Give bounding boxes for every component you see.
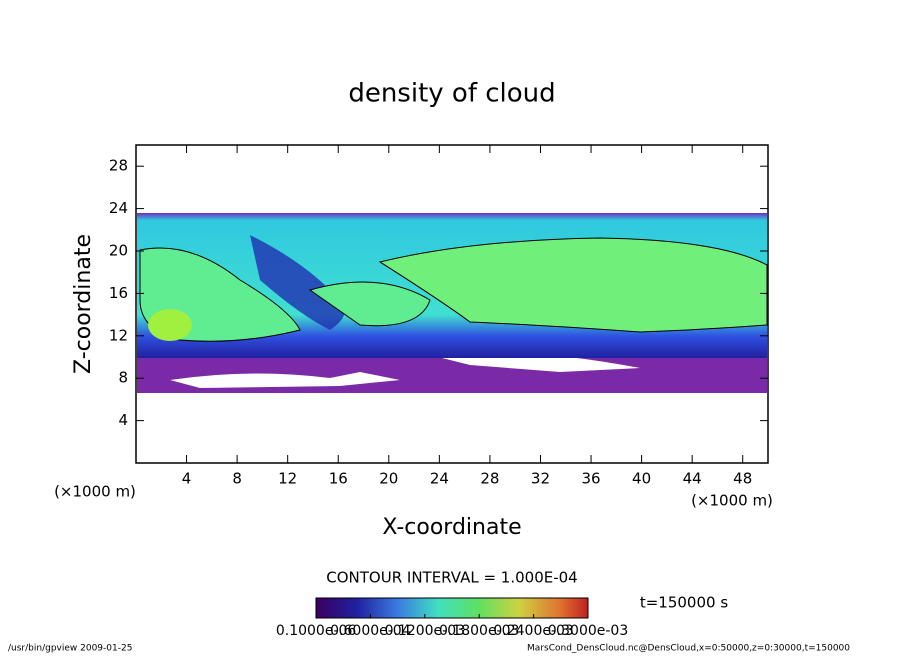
cloud-core <box>378 237 768 333</box>
y-axis-label: Z-coordinate <box>71 234 96 374</box>
colorbar-label: 0.1200e-03 <box>385 623 465 639</box>
x-unit: (×1000 m) <box>691 492 773 510</box>
x-tick-label: 40 <box>632 470 651 488</box>
colorbar-label: 0.3000e-03 <box>548 623 628 639</box>
footer-right: MarsCond_DensCloud.nc@DensCloud,x=0:5000… <box>527 644 850 654</box>
y-tick-label: 8 <box>118 369 128 387</box>
field <box>137 213 768 393</box>
x-tick-label: 32 <box>531 470 550 488</box>
colorbar-label: 0.6000e-04 <box>330 623 411 639</box>
colorbar <box>315 597 589 619</box>
plot-frame <box>135 144 769 464</box>
contour-interval: CONTOUR INTERVAL = 1.000E-04 <box>326 569 577 587</box>
footer-left: /usr/bin/gpview 2009-01-25 <box>8 644 132 654</box>
colorbar-label: 0.1000e-06 <box>276 623 357 639</box>
y-tick-label: 24 <box>109 199 128 217</box>
x-tick-label: 24 <box>430 470 449 488</box>
cloud-core <box>308 281 431 327</box>
x-tick-label: 36 <box>581 470 600 488</box>
y-tick-label: 12 <box>109 326 128 344</box>
colorbar-label: 0.2400e-03 <box>493 623 573 639</box>
y-tick-label: 16 <box>109 284 128 302</box>
y-tick-label: 20 <box>109 242 128 260</box>
y-tick-label: 4 <box>118 411 128 429</box>
x-tick-label: 28 <box>480 470 499 488</box>
colorbar-label: 0.1800e-03 <box>439 623 519 639</box>
x-tick-label: 12 <box>278 470 297 488</box>
y-tick-label: 28 <box>109 157 128 175</box>
x-tick-label: 20 <box>379 470 398 488</box>
x-tick-label: 8 <box>232 470 242 488</box>
x-tick-label: 4 <box>182 470 192 488</box>
clear-patch <box>170 372 400 388</box>
x-tick-label: 16 <box>329 470 348 488</box>
cloud-peak <box>148 309 192 341</box>
x-tick-label: 44 <box>683 470 702 488</box>
chart-title: density of cloud <box>348 79 555 109</box>
x-tick-label: 48 <box>733 470 752 488</box>
x-axis-label: X-coordinate <box>382 515 521 540</box>
x-unit-left: (×1000 m) <box>54 483 136 501</box>
cloud-low <box>250 235 345 330</box>
time-label: t=150000 s <box>640 594 728 612</box>
